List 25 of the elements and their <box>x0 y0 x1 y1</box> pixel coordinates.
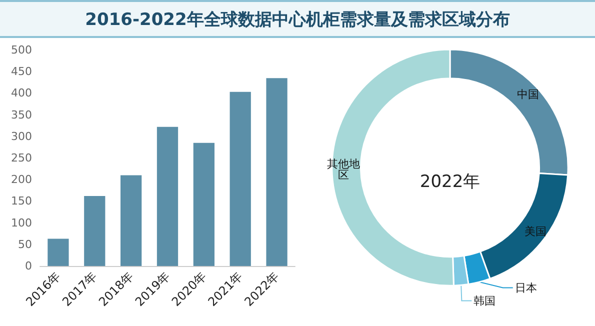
y-tick-label: 250 <box>11 152 32 164</box>
slice-label: 韩国 <box>474 294 496 308</box>
slice-label: 其他地区 <box>326 157 360 182</box>
bar <box>193 142 214 266</box>
bar <box>266 78 288 266</box>
y-tick-label: 400 <box>11 86 32 100</box>
y-tick-label: 200 <box>11 173 32 186</box>
y-tick-label: 450 <box>11 65 32 78</box>
bar <box>84 196 106 266</box>
y-tick-label: 150 <box>11 194 32 208</box>
text: 2022年 <box>420 172 480 192</box>
bar <box>156 126 178 266</box>
bar <box>48 238 69 266</box>
y-tick-label: 300 <box>11 130 32 143</box>
y-tick-label: 350 <box>11 108 32 122</box>
slice-label: 日本 <box>514 281 537 294</box>
y-tick-label: 100 <box>11 216 32 230</box>
y-tick-label: 50 <box>18 238 32 251</box>
slice-label: 中国 <box>516 88 539 102</box>
bar <box>230 92 251 266</box>
bar <box>120 175 142 266</box>
chart-title: 2016-2022年全球数据中心机柜需求量及需求区域分布 <box>85 8 510 30</box>
y-tick-label: 500 <box>11 44 32 56</box>
y-tick-label: 0 <box>25 260 32 272</box>
slice-label: 美国 <box>524 225 546 238</box>
